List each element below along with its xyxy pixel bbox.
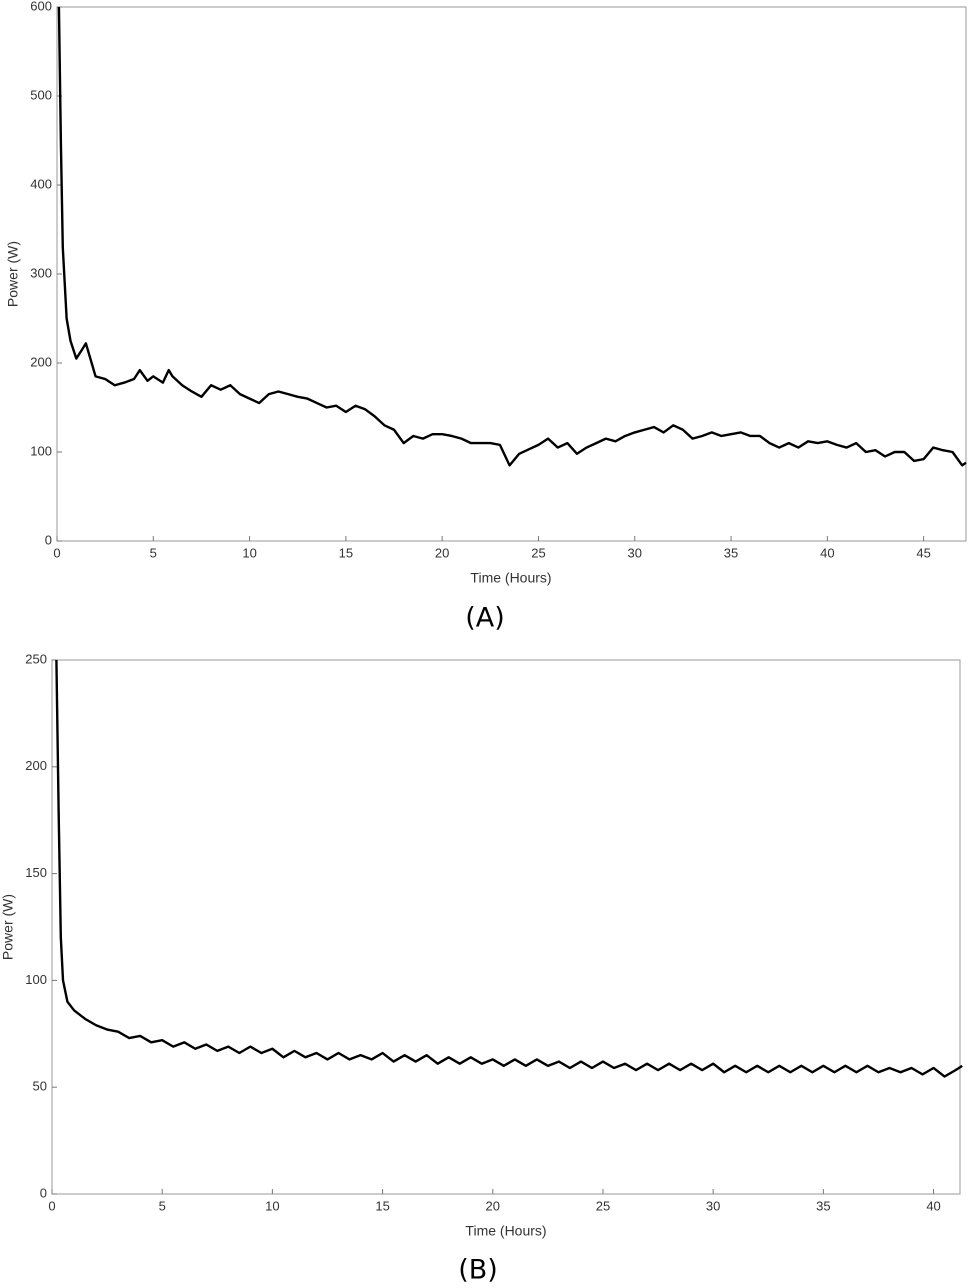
x-tick-label: 0 bbox=[48, 1198, 55, 1213]
x-tick-label: 0 bbox=[53, 545, 60, 560]
y-axis-label: Power (W) bbox=[0, 894, 16, 960]
x-tick-label: 5 bbox=[150, 545, 157, 560]
x-tick-label: 20 bbox=[435, 545, 449, 560]
y-tick-label: 300 bbox=[30, 265, 52, 280]
x-tick-label: 15 bbox=[339, 545, 353, 560]
y-tick-label: 0 bbox=[45, 532, 52, 547]
x-tick-label: 5 bbox=[159, 1198, 166, 1213]
x-tick-label: 45 bbox=[916, 545, 930, 560]
plot-frame bbox=[56, 6, 967, 542]
x-tick-label: 35 bbox=[724, 545, 738, 560]
x-tick-label: 10 bbox=[265, 1198, 279, 1213]
y-tick-label: 400 bbox=[30, 176, 52, 191]
x-tick-label: 40 bbox=[926, 1198, 940, 1213]
line bbox=[55, 659, 963, 1078]
x-tick-label: 30 bbox=[628, 545, 642, 560]
x-tick-label: 20 bbox=[486, 1198, 500, 1213]
y-tick-label: 0 bbox=[40, 1185, 47, 1200]
x-tick-label: 30 bbox=[706, 1198, 720, 1213]
y-tick-label: 150 bbox=[25, 865, 47, 880]
x-tick-label: 35 bbox=[816, 1198, 830, 1213]
y-tick-label: 250 bbox=[25, 651, 47, 666]
y-tick-label: 100 bbox=[30, 443, 52, 458]
x-tick-label: 25 bbox=[596, 1198, 610, 1213]
caption: (A) bbox=[465, 603, 505, 634]
y-tick-label: 100 bbox=[25, 972, 47, 987]
x-tick-label: 15 bbox=[375, 1198, 389, 1213]
x-axis-label: Time (Hours) bbox=[470, 570, 551, 586]
y-tick-label: 600 bbox=[30, 0, 52, 13]
y-tick-label: 200 bbox=[30, 354, 52, 369]
x-tick-label: 40 bbox=[820, 545, 834, 560]
x-tick-label: 25 bbox=[531, 545, 545, 560]
caption: (B) bbox=[458, 1255, 498, 1286]
y-tick-label: 200 bbox=[25, 758, 47, 773]
x-tick-label: 10 bbox=[242, 545, 256, 560]
line bbox=[57, 6, 967, 467]
x-axis-label: Time (Hours) bbox=[465, 1223, 546, 1239]
y-tick-label: 50 bbox=[33, 1079, 47, 1094]
y-axis-label: Power (W) bbox=[5, 241, 21, 307]
y-tick-label: 500 bbox=[30, 87, 52, 102]
plot-frame bbox=[51, 659, 961, 1195]
